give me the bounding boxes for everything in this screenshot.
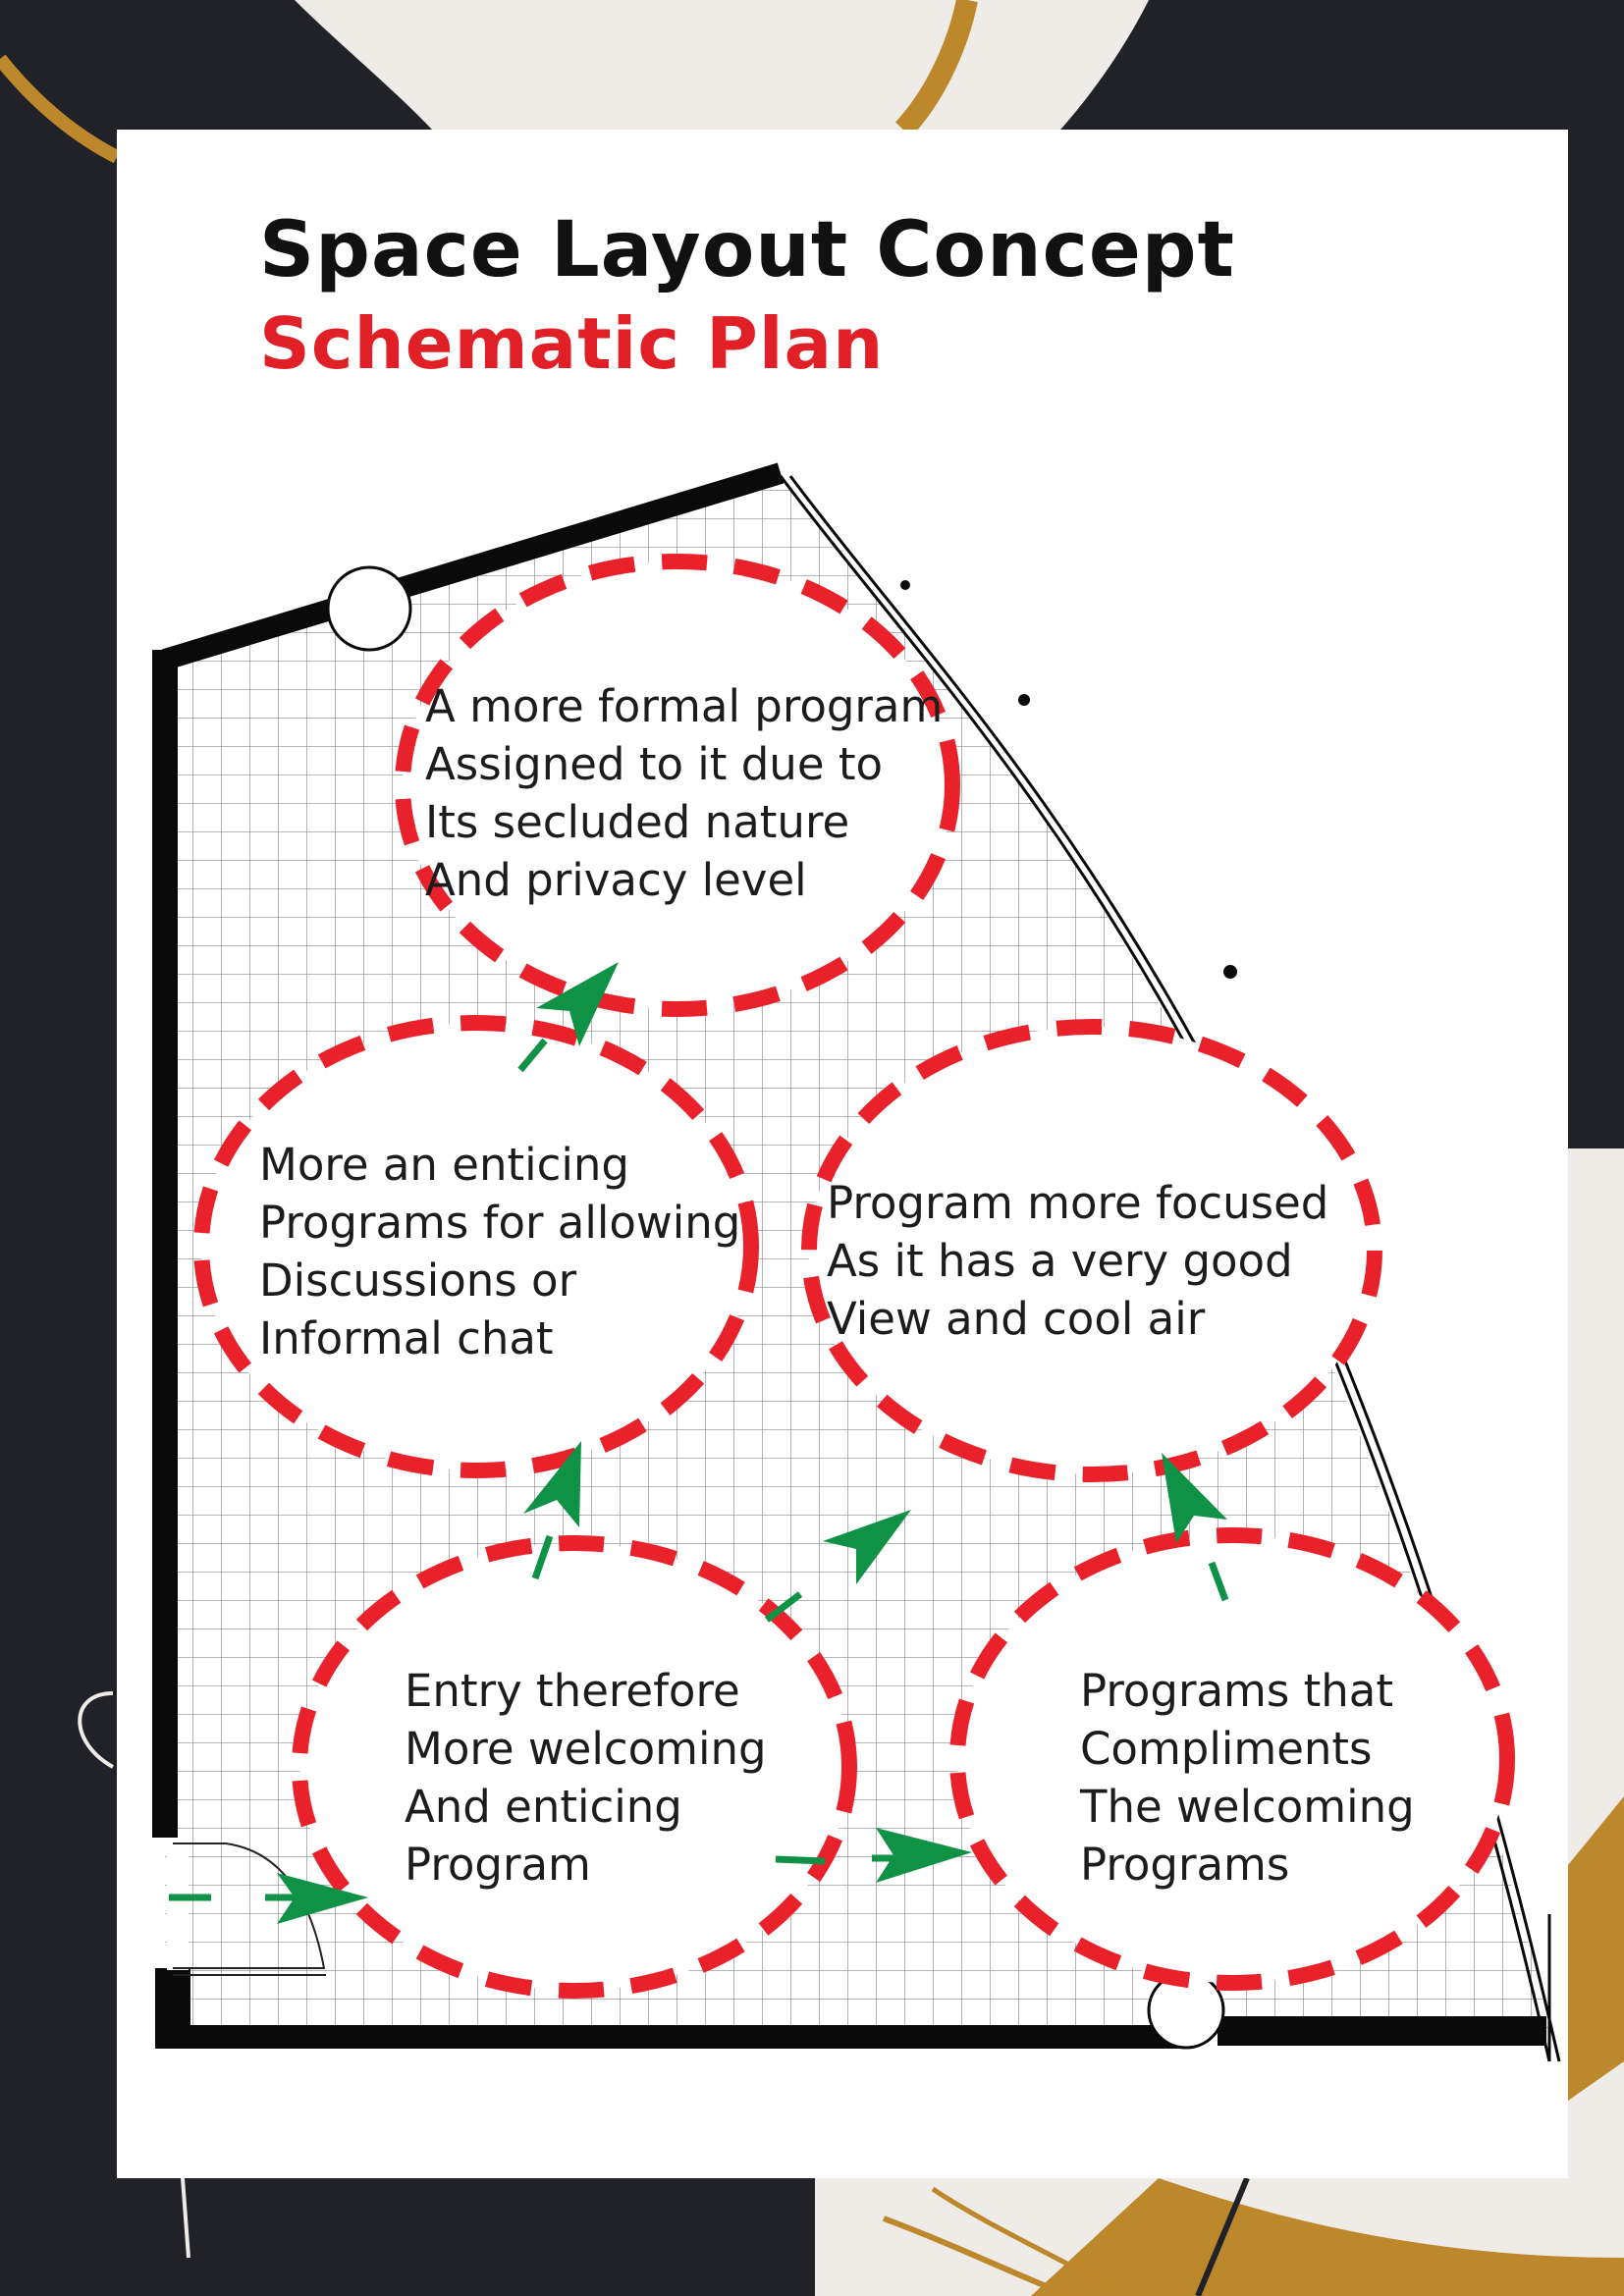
zone-informal-line: Informal chat xyxy=(259,1312,554,1364)
gold-arc-left xyxy=(0,54,121,164)
title-block: Space Layout Concept Schematic Plan xyxy=(259,201,1235,388)
zone-formal xyxy=(395,554,960,1017)
zone-focused-label: Program more focused As it has a very go… xyxy=(827,1174,1328,1348)
column-top xyxy=(326,565,412,652)
zone-entry-line: Entry therefore xyxy=(405,1665,740,1717)
page-title: Space Layout Concept xyxy=(259,206,1235,294)
zone-complement-line: The welcoming xyxy=(1080,1781,1415,1833)
zone-focused-line: As it has a very good xyxy=(827,1235,1293,1287)
zone-informal-line: Discussions or xyxy=(259,1255,577,1307)
arrow-informal-to-formal-icon xyxy=(517,962,619,1073)
zone-focused-line: Program more focused xyxy=(827,1177,1329,1229)
arrow-entry-to-complement-icon xyxy=(775,1828,972,1883)
white-stroke-left xyxy=(78,1691,114,1769)
zone-formal-line: Assigned to it due to xyxy=(425,738,883,790)
zone-formal-line: And privacy level xyxy=(425,854,807,906)
zone-focused-line: View and cool air xyxy=(827,1293,1206,1345)
zone-formal-line: A more formal program xyxy=(425,680,944,732)
zone-entry-line: And enticing xyxy=(405,1781,682,1833)
zone-informal xyxy=(193,1015,759,1478)
zone-entry-line: Program xyxy=(405,1839,591,1891)
gold-shape-right xyxy=(1568,1796,1624,2101)
zone-informal-label: More an enticing Programs for allowing D… xyxy=(259,1136,740,1367)
zone-informal-line: Programs for allowing xyxy=(259,1197,741,1249)
zone-entry xyxy=(292,1535,857,1999)
zone-complement-label: Programs that Compliments The welcoming … xyxy=(1080,1662,1415,1894)
zone-formal-label: A more formal program Assigned to it due… xyxy=(425,677,943,909)
zone-complement xyxy=(949,1527,1515,1991)
zone-formal-line: Its secluded nature xyxy=(425,796,850,848)
walls xyxy=(152,462,1561,2062)
zone-entry-label: Entry therefore More welcoming And entic… xyxy=(405,1662,767,1894)
flow-arrows xyxy=(169,962,1229,1924)
zone-entry-line: More welcoming xyxy=(405,1723,767,1775)
zone-complement-line: Compliments xyxy=(1080,1723,1373,1775)
zone-complement-line: Programs xyxy=(1080,1839,1290,1891)
zone-complement-line: Programs that xyxy=(1080,1665,1393,1717)
arrow-entry-to-focused-icon xyxy=(764,1510,911,1623)
zone-focused xyxy=(801,1019,1382,1482)
arrow-complement-to-focused-icon xyxy=(1162,1453,1229,1602)
page-subtitle: Schematic Plan xyxy=(259,302,885,385)
zone-informal-line: More an enticing xyxy=(259,1139,629,1191)
arrow-door-to-entry-icon xyxy=(169,1873,368,1924)
gold-arc-top xyxy=(894,0,978,137)
arrow-entry-to-informal-icon xyxy=(523,1441,581,1580)
gold-shape-bottom xyxy=(1031,2178,1624,2296)
